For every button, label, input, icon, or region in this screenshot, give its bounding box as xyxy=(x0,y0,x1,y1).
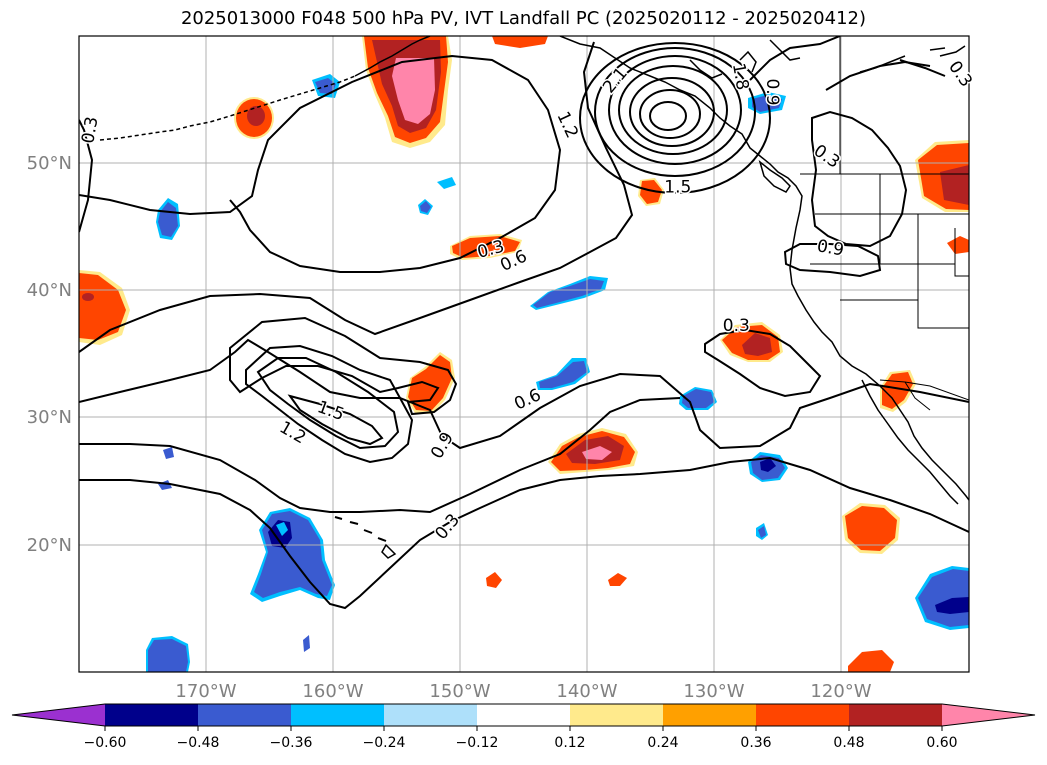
contour-label: 0.9 xyxy=(762,78,782,105)
lon-label-130w: 130°W xyxy=(683,681,744,702)
map-title: 2025013000 F048 500 hPa PV, IVT Landfall… xyxy=(180,8,867,29)
lon-label-120w: 120°W xyxy=(810,681,871,702)
lon-label-150w: 150°W xyxy=(429,681,490,702)
colorbar-bin xyxy=(384,704,478,726)
pv-negative-anomalies xyxy=(146,74,969,672)
colorbar-labels: −0.60 −0.48 −0.36 −0.24 −0.12 0.12 0.24 0.36 0.4… xyxy=(84,726,958,751)
lon-label-160w: 160°W xyxy=(302,681,363,702)
longitude-labels: 170°W 160°W 150°W 140°W 130°W 120°W xyxy=(175,681,871,702)
colorbar-extend-max xyxy=(942,704,1035,726)
colorbar-bin xyxy=(291,704,385,726)
lon-label-170w: 170°W xyxy=(175,681,236,702)
colorbar-tick-label: 0.12 xyxy=(554,735,585,751)
latitude-labels: 50°N 40°N 30°N 20°N xyxy=(27,153,72,556)
colorbar-tick-label: −0.12 xyxy=(456,735,499,751)
colorbar-tick-label: −0.24 xyxy=(363,735,406,751)
map-panel xyxy=(79,36,969,672)
colorbar-tick-label: −0.60 xyxy=(84,735,127,751)
colorbar-tick-label: −0.48 xyxy=(177,735,220,751)
contour-label: 0.3 xyxy=(723,316,750,336)
colorbar-tick-label: 0.36 xyxy=(740,735,771,751)
colorbar-tick-label: 0.60 xyxy=(926,735,957,751)
map-frame xyxy=(78,35,970,673)
colorbar-bin xyxy=(105,704,199,726)
colorbar-bin xyxy=(198,704,292,726)
colorbar-tick-label: 0.24 xyxy=(647,735,678,751)
lat-label-40: 40°N xyxy=(27,280,72,301)
contour-label: 1.5 xyxy=(664,177,691,197)
lat-label-50: 50°N xyxy=(27,153,72,174)
colorbar-tick-label: 0.48 xyxy=(833,735,864,751)
political-borders xyxy=(800,36,969,411)
gridlines xyxy=(79,36,969,672)
colorbar-bin xyxy=(849,704,943,726)
colorbar-extend-min xyxy=(12,704,105,726)
colorbar-bin xyxy=(570,704,664,726)
lat-label-30: 30°N xyxy=(27,407,72,428)
lon-label-140w: 140°W xyxy=(556,681,617,702)
contour-label: 0.9 xyxy=(815,236,845,260)
pv-contours xyxy=(79,36,969,610)
contour-label: 0.3 xyxy=(78,115,102,145)
colorbar-bin xyxy=(477,704,571,726)
colorbar-tick-label: −0.36 xyxy=(270,735,313,751)
colorbar xyxy=(11,703,1036,727)
colorbar-bin xyxy=(756,704,850,726)
lat-label-20: 20°N xyxy=(27,535,72,556)
pv-positive-anomalies xyxy=(79,36,969,672)
colorbar-bin xyxy=(663,704,757,726)
